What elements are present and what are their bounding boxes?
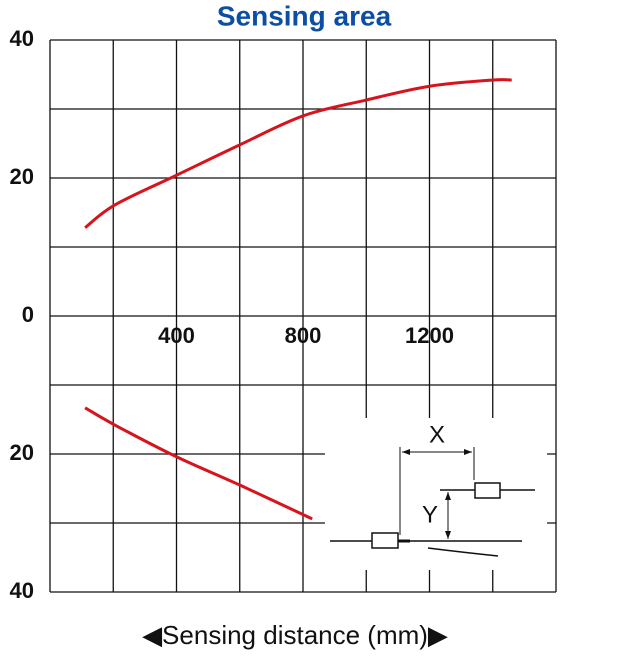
x-tick-label: 1200 [405, 323, 454, 348]
curve-hint [427, 547, 499, 557]
annotation: Y [422, 501, 438, 528]
emitter [371, 532, 399, 549]
y-tick-label: 20 [10, 164, 34, 189]
x-arrows [402, 449, 472, 455]
grid [49, 39, 557, 593]
y-tick-label: 40 [10, 26, 34, 51]
x-tick-label: 400 [158, 323, 195, 348]
chart-title: Sensing area [217, 0, 392, 31]
y-tick-label: 0 [22, 302, 34, 327]
receiver [474, 482, 501, 499]
inset-background [325, 418, 547, 570]
y-tick-label: 20 [10, 440, 34, 465]
sensing-curve [84, 406, 313, 521]
x-tick-label: 800 [285, 323, 322, 348]
annotation: X [429, 421, 445, 448]
sensing-curve [84, 78, 512, 229]
y-tick-label: 40 [10, 578, 34, 603]
x-axis-label: ◀Sensing distance (mm)▶ [142, 620, 448, 650]
inset-diagram: X Y [325, 418, 547, 570]
